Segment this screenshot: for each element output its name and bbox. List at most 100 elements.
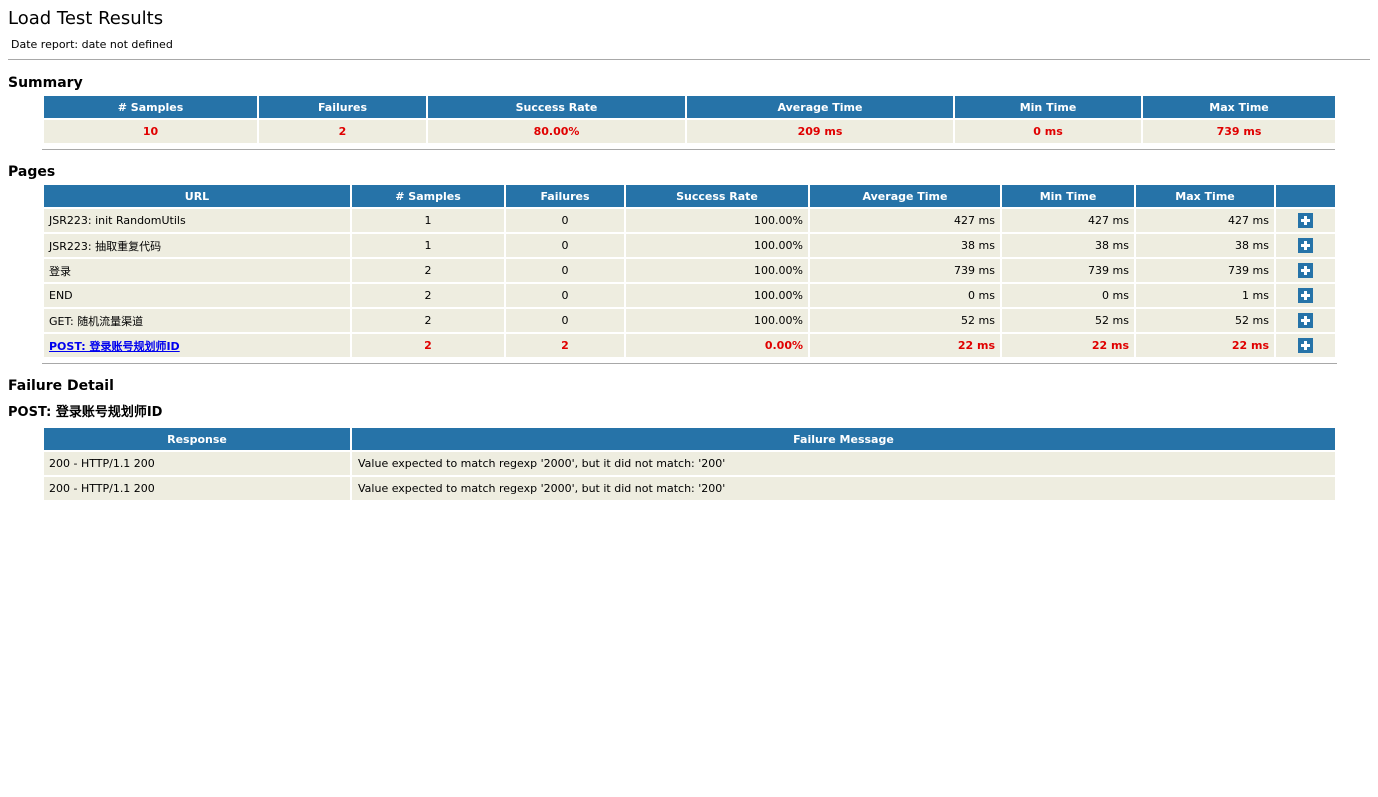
plus-icon[interactable] [1298,263,1313,278]
pages-col-expand [1276,185,1335,207]
summary-col-min-time: Min Time [955,96,1141,118]
pages-col-max-time: Max Time [1136,185,1274,207]
table-row: 登录 2 0 100.00% 739 ms 739 ms 739 ms [44,259,1335,282]
page-success-rate: 100.00% [626,284,808,307]
page-url: 登录 [44,259,350,282]
summary-min-time: 0 ms [955,120,1141,143]
page-failures: 0 [506,259,624,282]
plus-icon[interactable] [1298,288,1313,303]
page-url: END [44,284,350,307]
page-max-time: 22 ms [1136,334,1274,357]
page-success-rate: 100.00% [626,259,808,282]
page-samples: 2 [352,259,504,282]
summary-average-time: 209 ms [687,120,953,143]
summary-failures: 2 [259,120,426,143]
divider [42,363,1337,364]
page-min-time: 52 ms [1002,309,1134,332]
plus-icon[interactable] [1298,238,1313,253]
table-row: JSR223: 抽取重复代码 1 0 100.00% 38 ms 38 ms 38 ms [44,234,1335,257]
date-report: Date report: date not defined [11,38,173,51]
page-success-rate: 100.00% [626,234,808,257]
pages-header-row: URL # Samples Failures Success Rate Aver… [44,185,1335,207]
plus-icon[interactable] [1298,313,1313,328]
expand-cell [1276,209,1335,232]
pages-col-url: URL [44,185,350,207]
page-average-time: 22 ms [810,334,1000,357]
page-min-time: 22 ms [1002,334,1134,357]
table-row: GET: 随机流量渠道 2 0 100.00% 52 ms 52 ms 52 ms [44,309,1335,332]
table-row: JSR223: init RandomUtils 1 0 100.00% 427 ms 4… [44,209,1335,232]
divider [8,59,1370,60]
failure-detail-table: Response Failure Message 200 - HTTP/1.1 … [42,426,1337,502]
page-average-time: 427 ms [810,209,1000,232]
divider [42,149,1335,150]
expand-cell [1276,234,1335,257]
summary-success-rate: 80.00% [428,120,685,143]
page-max-time: 427 ms [1136,209,1274,232]
summary-col-samples: # Samples [44,96,257,118]
page-title: Load Test Results [8,8,164,29]
summary-heading: Summary [8,75,83,91]
summary-row: 10 2 80.00% 209 ms 0 ms 739 ms [44,120,1335,143]
page-success-rate: 100.00% [626,309,808,332]
page-samples: 2 [352,309,504,332]
failure-link[interactable]: POST: 登录账号规划师ID [49,339,180,353]
page-min-time: 38 ms [1002,234,1134,257]
page-failures: 0 [506,234,624,257]
page-min-time: 0 ms [1002,284,1134,307]
plus-icon[interactable] [1298,338,1313,353]
page-samples: 1 [352,234,504,257]
failure-message: Value expected to match regexp '2000', b… [352,452,1335,475]
page-average-time: 0 ms [810,284,1000,307]
failure-detail-heading: Failure Detail [8,378,114,394]
summary-header-row: # Samples Failures Success Rate Average … [44,96,1335,118]
pages-heading: Pages [8,164,56,180]
failure-message: Value expected to match regexp '2000', b… [352,477,1335,500]
pages-col-average-time: Average Time [810,185,1000,207]
pages-col-min-time: Min Time [1002,185,1134,207]
page-max-time: 1 ms [1136,284,1274,307]
page-success-rate: 0.00% [626,334,808,357]
expand-cell [1276,309,1335,332]
page-samples: 2 [352,334,504,357]
page-min-time: 427 ms [1002,209,1134,232]
page-failures: 0 [506,209,624,232]
summary-col-max-time: Max Time [1143,96,1335,118]
page-max-time: 739 ms [1136,259,1274,282]
expand-cell [1276,284,1335,307]
pages-col-success-rate: Success Rate [626,185,808,207]
summary-col-success-rate: Success Rate [428,96,685,118]
page-failures: 2 [506,334,624,357]
page-url: JSR223: 抽取重复代码 [44,234,350,257]
page-samples: 2 [352,284,504,307]
page-average-time: 38 ms [810,234,1000,257]
page-url: POST: 登录账号规划师ID [44,334,350,357]
page-failures: 0 [506,284,624,307]
page-success-rate: 100.00% [626,209,808,232]
table-row: 200 - HTTP/1.1 200 Value expected to matc… [44,477,1335,500]
page-average-time: 739 ms [810,259,1000,282]
failure-col-message: Failure Message [352,428,1335,450]
failure-response: 200 - HTTP/1.1 200 [44,477,350,500]
table-row: END 2 0 100.00% 0 ms 0 ms 1 ms [44,284,1335,307]
page-average-time: 52 ms [810,309,1000,332]
expand-cell [1276,334,1335,357]
summary-col-failures: Failures [259,96,426,118]
summary-samples: 10 [44,120,257,143]
pages-col-samples: # Samples [352,185,504,207]
pages-col-failures: Failures [506,185,624,207]
failure-col-response: Response [44,428,350,450]
page-max-time: 38 ms [1136,234,1274,257]
summary-col-average-time: Average Time [687,96,953,118]
failure-detail-subheading: POST: 登录账号规划师ID [8,405,163,420]
table-row: POST: 登录账号规划师ID 2 2 0.00% 22 ms 22 ms 22 ms [44,334,1335,357]
failure-response: 200 - HTTP/1.1 200 [44,452,350,475]
table-row: 200 - HTTP/1.1 200 Value expected to matc… [44,452,1335,475]
page-url: GET: 随机流量渠道 [44,309,350,332]
page-max-time: 52 ms [1136,309,1274,332]
plus-icon[interactable] [1298,213,1313,228]
failure-header-row: Response Failure Message [44,428,1335,450]
page-failures: 0 [506,309,624,332]
expand-cell [1276,259,1335,282]
